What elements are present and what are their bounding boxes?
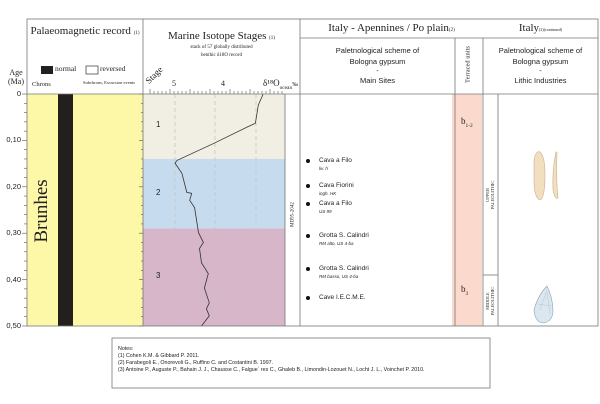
- isotope-subtitle: stack of 57 globally distributed benthic …: [190, 45, 253, 58]
- stage-band-2: [143, 158, 285, 229]
- bullet-icon: [306, 296, 310, 300]
- legend-reversed-label: reversed: [100, 64, 126, 73]
- site-level: RM alto, US 4-ba: [319, 241, 354, 246]
- chron-name: Brunhes: [31, 179, 52, 243]
- legend-normal-swatch: [41, 66, 53, 74]
- brunhes-chron-band: [27, 94, 143, 326]
- site-level: liv. h: [319, 166, 328, 171]
- palaeomagnetic-title: Palaeomagnetic record (1): [30, 25, 140, 37]
- site-level: ingh. HK: [319, 191, 337, 196]
- site-name: Cava a Filo: [319, 157, 352, 164]
- stage-band-3: [143, 228, 285, 326]
- age-axis-label: Age (Ma): [8, 68, 24, 86]
- chrons-column-label: Chrons: [32, 81, 51, 88]
- bullet-icon: [306, 184, 310, 188]
- italy-continued-title: Italy(2)(continued): [518, 22, 563, 34]
- age-tick-label: 0,20: [6, 181, 21, 191]
- sites-header: Paletnological scheme of Bologna gypsum - M…: [335, 46, 420, 85]
- italy-title: Italy - Apennines / Po plain(2): [328, 22, 455, 34]
- subchrons-column-label: Subchrons, Excursion events: [82, 80, 136, 85]
- industry-upper-paleolithic: UPPER PALEOLITHIC: [485, 180, 495, 210]
- site-level: US 99: [319, 209, 332, 214]
- stage-label: 1: [156, 120, 161, 130]
- age-tick-label: 0,50: [6, 321, 21, 330]
- site-name: Cava Fiorini: [319, 182, 354, 189]
- site-level: RM basso, US 4-ba: [319, 274, 359, 279]
- axis-tick-5: 5: [172, 79, 176, 88]
- bullet-icon: [306, 202, 310, 206]
- note-3: (3) Antoine P., Auguste P., Bahain J. J.…: [118, 367, 425, 373]
- age-tick-label: 0,40: [6, 274, 21, 284]
- age-tick-label: 0,10: [6, 135, 21, 145]
- lithic-header: Paletnological scheme of Bologna gypsum - L…: [498, 46, 583, 85]
- terraced-units-header: Terraced units: [464, 46, 472, 83]
- notes: Notes: (1) Cohen K.M. & Gibbard P. 2011.…: [118, 346, 425, 373]
- isotope-title: Marine Isotope Stages (1): [168, 30, 275, 42]
- core-label: MD95-2042: [290, 202, 296, 227]
- isotope-curve: [174, 93, 264, 327]
- note-1: (1) Cohen K.M. & Gibbard P. 2011.: [118, 353, 200, 359]
- point-drawing: [533, 285, 554, 324]
- stage-label: 2: [156, 187, 161, 197]
- stage-band-1: [143, 94, 285, 159]
- site-name: Grotta S. Calindri: [319, 232, 369, 239]
- terraced-unit-b3: b3: [461, 284, 469, 297]
- bullet-icon: [306, 234, 310, 238]
- legend-normal-label: normal: [55, 64, 77, 73]
- terraced-unit-band: [452, 94, 482, 326]
- site-name: Cave I.E.C.M.E.: [319, 294, 366, 301]
- notes-box: [111, 337, 491, 389]
- bullet-icon: [306, 267, 310, 271]
- legend-reversed-swatch: [85, 65, 99, 75]
- axis-unit: δ¹⁸Oocean‰: [263, 78, 299, 91]
- stage-label: 3: [156, 271, 161, 281]
- bullet-icon: [306, 159, 310, 163]
- age-tick-label: 0: [16, 89, 21, 98]
- industry-middle-paleolithic: MIDDLE PALEOLITHIC: [485, 286, 495, 316]
- blade-drawing: [533, 151, 559, 201]
- axis-tick-4: 4: [221, 79, 225, 88]
- table-frame: [26, 18, 599, 327]
- site-name: Grotta S. Calindri: [319, 265, 369, 272]
- terraced-unit-b1-2: b1-2: [461, 116, 473, 129]
- age-tick-label: 0,30: [6, 228, 21, 238]
- normal-polarity-bar: [58, 94, 73, 326]
- site-name: Cava a Filo: [319, 200, 352, 207]
- note-2: (2) Farabegoli E., Onorevoli G., Ruffino…: [118, 360, 274, 366]
